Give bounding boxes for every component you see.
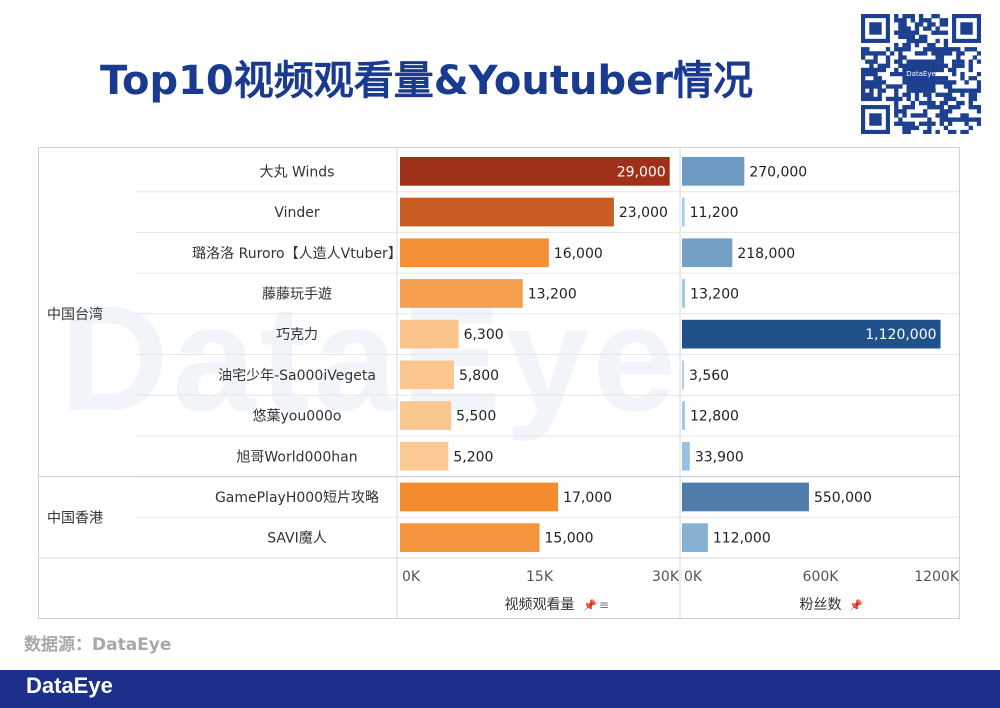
bar-views bbox=[400, 401, 452, 430]
pin-icon: 📌 bbox=[583, 598, 597, 612]
data-label: 3,560 bbox=[689, 368, 729, 384]
category-label: 油宅少年-Sa000iVegeta bbox=[218, 368, 376, 384]
bar-fans bbox=[682, 238, 733, 268]
bar-fans bbox=[682, 401, 685, 430]
data-label: 33,900 bbox=[695, 449, 744, 465]
qr-code: DataEye bbox=[861, 14, 981, 134]
data-label: 5,500 bbox=[456, 409, 496, 425]
group-label: 中国台湾 bbox=[47, 306, 103, 323]
bar-views bbox=[400, 197, 614, 227]
bar-views bbox=[400, 157, 670, 186]
data-label: 6,300 bbox=[464, 327, 504, 343]
bar-views bbox=[400, 360, 454, 390]
bar-views bbox=[400, 238, 549, 268]
data-label: 5,800 bbox=[459, 368, 499, 384]
qr-label: DataEye bbox=[906, 70, 936, 78]
category-label: 璐洛洛 Ruroro【人造人Vtuber】 bbox=[192, 246, 402, 262]
bar-fans bbox=[682, 523, 708, 552]
pin-icon: 📌 bbox=[849, 598, 863, 612]
data-label: 17,000 bbox=[563, 490, 612, 506]
bar-fans bbox=[682, 319, 941, 349]
category-label: 悠葉you000o bbox=[252, 409, 341, 425]
axis-title: 视频观看量 bbox=[505, 597, 575, 613]
tick-label: 1200K bbox=[914, 569, 959, 585]
data-label: 550,000 bbox=[814, 490, 872, 506]
tick-label: 600K bbox=[803, 569, 840, 585]
page-title: Top10视频观看量&Youtuber情况 bbox=[100, 58, 753, 104]
bar-views bbox=[400, 279, 523, 308]
category-label: 藤藤玩手遊 bbox=[262, 286, 332, 302]
chart-frame: 中国台湾中国香港 大丸 Winds Vinder 璐洛洛 Ruroro【人造人Vtub… bbox=[38, 147, 960, 619]
bar-fans bbox=[682, 197, 685, 227]
sort-icon: ≡ bbox=[599, 598, 609, 612]
data-label: 11,200 bbox=[690, 205, 739, 221]
data-source: 数据源：DataEye bbox=[24, 635, 172, 655]
tick-label: 0K bbox=[684, 569, 703, 585]
data-label: 5,200 bbox=[453, 449, 493, 465]
data-label: 13,200 bbox=[528, 286, 577, 302]
tick-label: 30K bbox=[652, 569, 680, 585]
bar-views bbox=[400, 319, 459, 349]
bar-fans bbox=[682, 360, 684, 390]
bar-fans bbox=[682, 157, 745, 186]
footer-logo: DataEye bbox=[26, 673, 113, 698]
bar-fans bbox=[682, 279, 686, 308]
category-label: 旭哥World000han bbox=[236, 449, 357, 465]
data-label: 29,000 bbox=[617, 164, 666, 180]
data-label: 1,120,000 bbox=[865, 327, 936, 343]
data-label: 218,000 bbox=[737, 246, 795, 262]
data-label: 270,000 bbox=[749, 164, 807, 180]
bar-views bbox=[400, 523, 540, 552]
bar-views bbox=[400, 482, 559, 512]
bar-views bbox=[400, 441, 449, 471]
data-label: 23,000 bbox=[619, 205, 668, 221]
tick-label: 15K bbox=[526, 569, 554, 585]
data-label: 112,000 bbox=[713, 531, 771, 547]
bar-fans bbox=[682, 482, 809, 512]
data-label: 15,000 bbox=[545, 531, 594, 547]
category-label: SAVI魔人 bbox=[267, 531, 327, 547]
data-label: 16,000 bbox=[554, 246, 603, 262]
category-label: Vinder bbox=[274, 205, 320, 221]
data-label: 13,200 bbox=[690, 286, 739, 302]
bar-fans bbox=[682, 441, 690, 471]
axis-title: 粉丝数 bbox=[800, 597, 842, 613]
watermark: DataEye bbox=[60, 274, 681, 442]
data-label: 12,800 bbox=[690, 409, 739, 425]
tick-label: 0K bbox=[402, 569, 421, 585]
category-label: 大丸 Winds bbox=[260, 164, 335, 180]
footer-bar bbox=[0, 670, 1000, 708]
category-label: 巧克力 bbox=[276, 327, 318, 343]
category-label: GamePlayH000短片攻略 bbox=[215, 490, 379, 506]
group-label: 中国香港 bbox=[47, 510, 103, 526]
